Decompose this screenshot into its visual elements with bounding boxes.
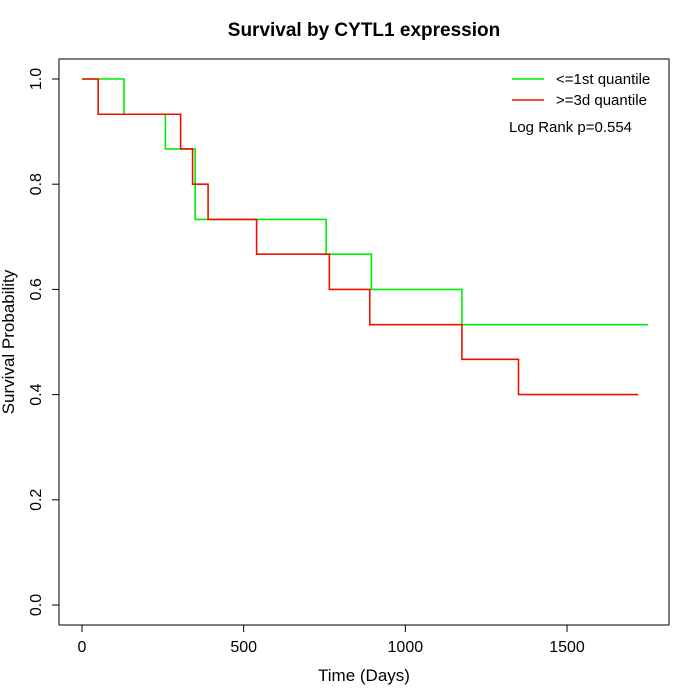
survival-curve-1 — [82, 78, 648, 326]
x-tick-label: 1000 — [388, 639, 424, 656]
y-tick-label: 0.6 — [28, 278, 45, 300]
y-tick-label: 1.0 — [28, 68, 45, 90]
y-tick-label: 0.4 — [28, 383, 45, 405]
x-tick-label: 0 — [78, 639, 87, 656]
x-tick-label: 1500 — [549, 639, 585, 656]
y-tick-label: 0.0 — [28, 594, 45, 616]
y-axis: 0.0 0.2 0.4 0.6 0.8 1.0 — [28, 68, 60, 616]
legend-label-2: >=3d quantile — [556, 92, 647, 109]
chart-title: Survival by CYTL1 expression — [228, 20, 500, 41]
survival-curve-2 — [82, 78, 639, 396]
legend: <=1st quantile >=3d quantile — [512, 71, 650, 109]
plot-frame — [58, 58, 670, 626]
x-tick-label: 500 — [230, 639, 257, 656]
log-rank-annotation: Log Rank p=0.554 — [509, 119, 632, 136]
y-axis-label: Survival Probability — [0, 269, 18, 414]
series-layer — [82, 78, 648, 396]
x-axis-label: Time (Days) — [318, 666, 410, 685]
legend-label-1: <=1st quantile — [556, 71, 650, 88]
y-tick-label: 0.8 — [28, 173, 45, 195]
x-axis: 0 500 1000 1500 — [78, 624, 585, 656]
y-tick-label: 0.2 — [28, 489, 45, 511]
